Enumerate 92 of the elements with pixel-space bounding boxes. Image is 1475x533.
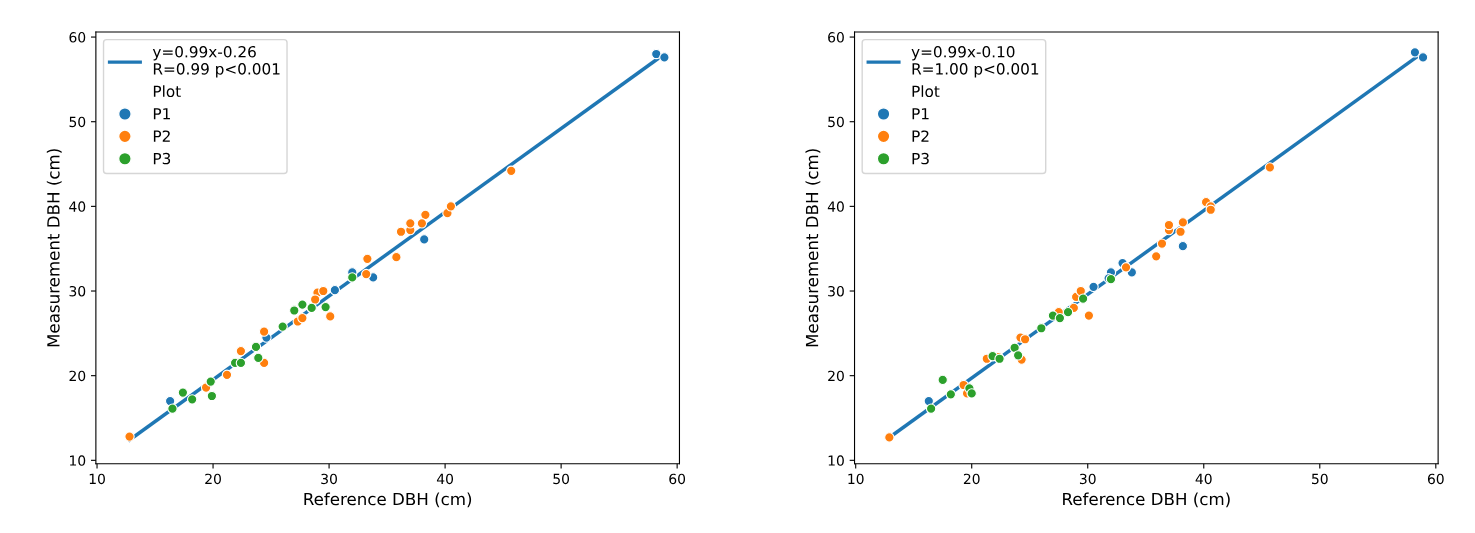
point xyxy=(1417,52,1429,63)
x-tick-label: 20 xyxy=(963,473,980,485)
point xyxy=(1264,162,1276,173)
point xyxy=(297,312,308,324)
x-axis-title: Reference DBH (cm) xyxy=(1063,492,1230,508)
point xyxy=(277,321,288,332)
point xyxy=(1163,219,1175,231)
legend-label: P2 xyxy=(153,130,170,142)
point xyxy=(309,294,321,305)
y-tick-label: 10 xyxy=(828,455,844,466)
point xyxy=(1083,310,1095,321)
x-tick-label: 30 xyxy=(321,473,337,485)
point xyxy=(416,218,428,229)
point xyxy=(1062,306,1074,318)
y-tick-label: 50 xyxy=(828,116,844,128)
x-axis-title: Reference DBH (cm) xyxy=(304,492,472,508)
point xyxy=(651,48,662,60)
point xyxy=(1120,262,1132,273)
x-tick-label: 40 xyxy=(436,473,454,485)
x-tick-label: 30 xyxy=(1079,473,1096,485)
point xyxy=(186,394,198,405)
legend-label: y=0.99x-0.26 R=0.99 p<0.001 xyxy=(152,46,280,78)
x-tick-label: 60 xyxy=(1427,473,1444,485)
point xyxy=(445,201,457,212)
point xyxy=(1409,47,1421,58)
y-tick-label: 60 xyxy=(828,32,844,43)
x-tick-label: 20 xyxy=(205,473,221,485)
point xyxy=(420,209,431,221)
point xyxy=(1077,293,1089,304)
y-tick-label: 10 xyxy=(70,455,86,466)
x-tick-label: 60 xyxy=(669,473,686,485)
point xyxy=(659,52,670,63)
y-tick-label: 50 xyxy=(69,116,86,128)
point xyxy=(362,253,373,265)
point xyxy=(506,165,517,177)
point xyxy=(419,234,430,245)
point xyxy=(250,341,262,353)
point xyxy=(289,305,300,316)
y-tick-label: 30 xyxy=(828,285,844,297)
x-tick-label: 40 xyxy=(1195,473,1212,485)
point xyxy=(258,326,270,337)
point xyxy=(167,403,178,414)
y-axis-title: Measurement DBH (cm) xyxy=(46,149,62,347)
point xyxy=(320,301,331,313)
legend-label: P1 xyxy=(912,108,929,120)
point xyxy=(1019,334,1031,345)
point xyxy=(1177,217,1189,228)
y-tick-label: 40 xyxy=(69,201,86,212)
point xyxy=(325,311,336,322)
y-tick-label: 60 xyxy=(69,32,86,43)
point xyxy=(1156,238,1168,249)
legend-label: y=0.99x-0.10 R=1.00 p<0.001 xyxy=(911,46,1039,78)
legend-label: P1 xyxy=(153,108,170,120)
y-tick-label: 30 xyxy=(69,285,86,297)
point xyxy=(925,403,937,414)
y-tick-label: 20 xyxy=(828,370,844,382)
legend-label: P3 xyxy=(153,152,171,165)
point xyxy=(297,299,308,310)
legend-label: P2 xyxy=(912,130,929,142)
point xyxy=(360,268,372,280)
point xyxy=(253,352,264,364)
point xyxy=(235,345,247,357)
point xyxy=(1088,281,1099,292)
point xyxy=(966,388,977,399)
point xyxy=(945,389,957,400)
point xyxy=(318,285,329,297)
point xyxy=(1175,226,1186,237)
point xyxy=(937,374,948,386)
x-tick-label: 10 xyxy=(848,473,864,485)
point xyxy=(405,218,416,229)
legend-title: Plot xyxy=(153,85,181,98)
point xyxy=(395,226,407,237)
point xyxy=(1150,251,1162,262)
y-tick-label: 40 xyxy=(827,201,844,212)
point xyxy=(329,284,341,296)
legend-label: P3 xyxy=(912,152,929,165)
y-axis-title: Measurement DBH (cm) xyxy=(805,149,821,347)
point xyxy=(391,251,402,263)
point xyxy=(1054,312,1066,324)
x-tick-label: 10 xyxy=(89,473,105,485)
point xyxy=(347,272,358,283)
point xyxy=(205,376,216,387)
point xyxy=(1012,350,1024,361)
point xyxy=(124,431,135,442)
point xyxy=(1177,240,1189,252)
y-tick-label: 20 xyxy=(69,370,86,382)
x-tick-label: 50 xyxy=(1312,473,1328,485)
legend-title: Plot xyxy=(912,85,940,98)
x-tick-label: 50 xyxy=(553,473,570,485)
point xyxy=(177,387,189,398)
point xyxy=(884,432,895,443)
point xyxy=(1036,323,1047,334)
